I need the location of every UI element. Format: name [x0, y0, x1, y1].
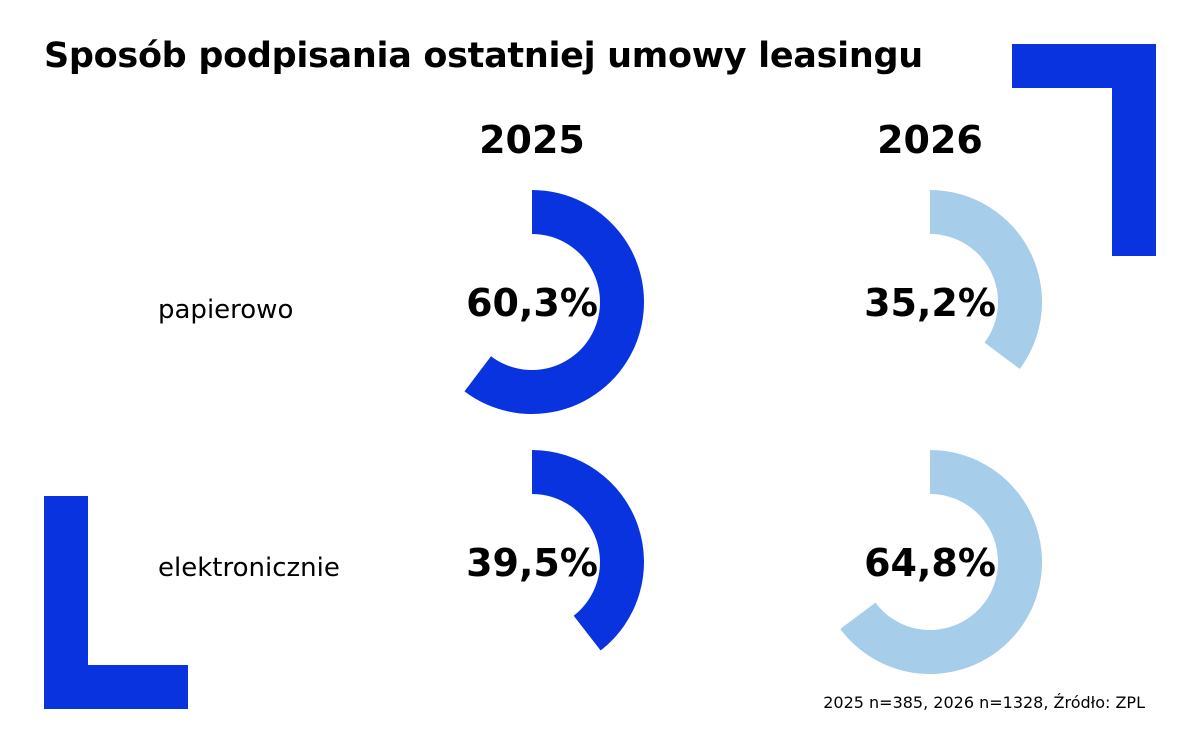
value-label-papierowo-2026: 35,2% — [864, 281, 996, 325]
row-label-elektronicznie: elektronicznie — [158, 553, 340, 583]
corner-decoration-top-right — [1012, 44, 1156, 256]
value-label-papierowo-2025: 60,3% — [466, 281, 598, 325]
donut-rings — [464, 189, 1043, 675]
footnote-source: 2025 n=385, 2026 n=1328, Źródło: ZPL — [823, 693, 1145, 712]
donut-value-labels: 60,3% 35,2% 39,5% 64,8% — [466, 281, 996, 585]
donut-arc-papierowo-2026 — [930, 190, 1043, 369]
chart-title: Sposób podpisania ostatniej umowy leasin… — [44, 36, 923, 76]
donut-arc-elektronicznie-2025 — [532, 450, 644, 651]
column-header-2025: 2025 — [479, 118, 585, 162]
corner-decoration-bottom-left — [44, 496, 188, 709]
donut-arc-papierowo-2025 — [464, 189, 645, 414]
donut-arc-elektronicznie-2026 — [840, 450, 1042, 675]
value-label-elektronicznie-2026: 64,8% — [864, 541, 996, 585]
column-header-2026: 2026 — [877, 118, 983, 162]
value-label-elektronicznie-2025: 39,5% — [466, 541, 598, 585]
row-label-papierowo: papierowo — [158, 295, 294, 325]
